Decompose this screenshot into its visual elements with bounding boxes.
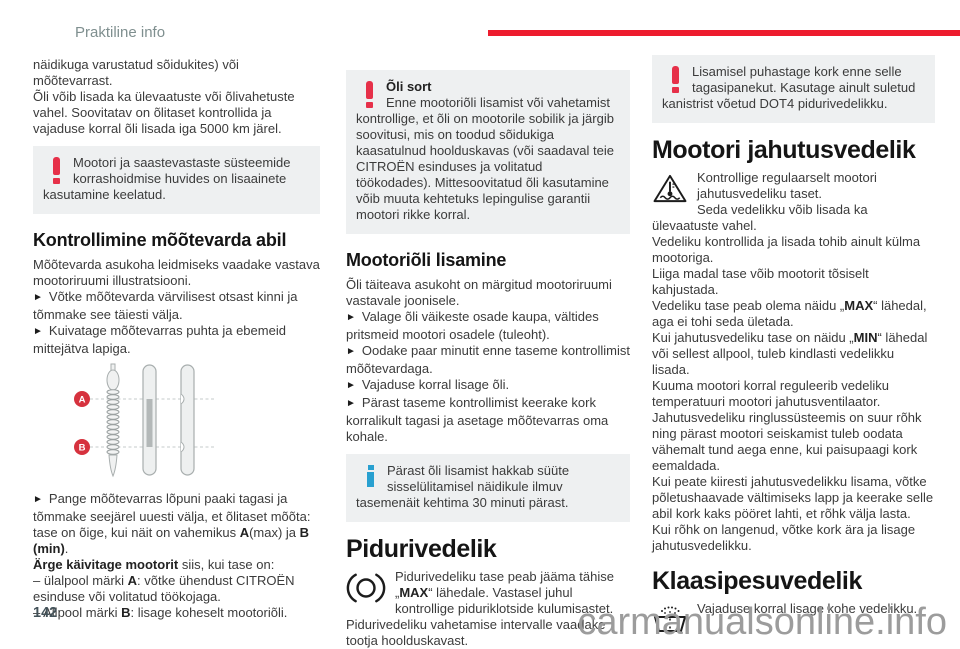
page-number: 142: [33, 605, 58, 621]
body-text-with-icon: Pidurivedeliku tase peab jääma tähise „M…: [346, 569, 630, 617]
body-text: Jahutusvedeliku ringlussüsteemis on suur…: [652, 410, 922, 473]
watermark: carmanualsonline.info: [577, 601, 947, 643]
body-text: Kuuma mootori korral reguleerib vedeliku…: [652, 378, 890, 409]
bullet-item: ► Valage õli väikeste osade kaupa, vältid…: [346, 309, 599, 342]
coolant-temperature-icon: [652, 173, 688, 208]
bullet-arrow-icon: ►: [33, 326, 43, 337]
body-text-with-icon: Vajaduse korral lisage kohe vedelikku.: [652, 601, 935, 632]
body-text: Kui jahutusvedeliku tase on näidu „MIN“ …: [652, 330, 928, 377]
body-text: Mõõtevarda asukoha leidmiseks vaadake va…: [33, 257, 320, 288]
warning-box: Mootori ja saastevastaste süsteemide kor…: [33, 146, 320, 214]
body-text: näidikuga varustatud sõidukites) või mõõ…: [33, 57, 239, 88]
bullet-item: ► Oodake paar minutit enne taseme kontrol…: [346, 343, 630, 376]
bullet-arrow-icon: ►: [346, 346, 356, 357]
exclamation-icon: [361, 81, 378, 111]
dash-item: – ülalpool märki A: võtke ühendust CITRO…: [33, 573, 295, 604]
body-text: Ärge käivitage mootorit siis, kui tase o…: [33, 557, 275, 572]
info-box: Pärast õli lisamist hakkab süüte sisselü…: [346, 454, 630, 522]
page-header-title: Praktiline info: [75, 24, 166, 41]
bullet-item: ► Pange mõõtevarras lõpuni paaki tagasi j…: [33, 491, 311, 556]
warning-text: Enne mootoriõli lisamist või vahetamist …: [356, 95, 615, 222]
bullet-item: ► Võtke mõõtevarda värvilisest otsast kin…: [33, 289, 320, 323]
column-middle: Õli sort Enne mootoriõli lisamist või va…: [346, 70, 630, 649]
exclamation-icon: [48, 157, 65, 187]
body-text: Kui peate kiiresti jahutusvedelikku lisa…: [652, 474, 934, 521]
column-left: näidikuga varustatud sõidukites) või mõõ…: [33, 57, 320, 621]
warning-box: Õli sort Enne mootoriõli lisamist või va…: [346, 70, 630, 234]
bullet-arrow-icon: ►: [346, 398, 356, 409]
body-text: Õli võib lisada ka ülevaatuste või õliva…: [33, 89, 295, 136]
exclamation-icon: [667, 66, 684, 96]
body-text: Vedeliku kontrollida ja lisada tohib ain…: [652, 234, 921, 265]
warning-box-title: Õli sort: [386, 79, 432, 94]
body-text: Liiga madal tase võib mootorit tõsiselt …: [652, 266, 869, 297]
bullet-arrow-icon: ►: [346, 312, 356, 323]
body-text-with-icon: Kontrollige regulaarselt mootori jahutus…: [652, 170, 935, 203]
info-text: Pärast õli lisamist hakkab süüte sisselü…: [356, 463, 570, 510]
bullet-text: Kuivatage mõõtevarras puhta ja ebemeid m…: [33, 323, 286, 356]
warning-box: Lisamisel puhastage kork enne selle taga…: [652, 55, 935, 123]
windscreen-washer-icon: [652, 604, 688, 638]
warning-text: Lisamisel puhastage kork enne selle taga…: [662, 64, 916, 111]
body-text: Vedeliku tase peab olema näidu „MAX“ läh…: [652, 298, 927, 329]
body-text: Kui rõhk on langenud, võtke kork ära ja …: [652, 522, 916, 553]
badge-b-icon: [74, 439, 90, 455]
section-heading: Kontrollimine mõõtevarda abil: [33, 230, 287, 250]
bullet-arrow-icon: ►: [346, 380, 356, 391]
bullet-arrow-icon: ►: [33, 494, 43, 505]
info-icon: [363, 465, 378, 495]
bullet-arrow-icon: ►: [33, 292, 43, 303]
bullet-item: ► Pärast taseme kontrollimist keerake kor…: [346, 395, 609, 444]
chapter-heading: Pidurivedelik: [346, 535, 497, 563]
body-text: Õli täiteava asukoht on märgitud mootori…: [346, 277, 612, 308]
body-text: Seda vedelikku võib lisada ka ülevaatust…: [652, 202, 868, 233]
bullet-item: ► Vajaduse korral lisage õli.: [346, 377, 510, 392]
chapter-heading: Klaasipesuvedelik: [652, 567, 862, 595]
badge-a-icon: [74, 391, 90, 407]
dash-item: – Allpool märki B: lisage koheselt mooto…: [33, 605, 288, 620]
warning-text: Mootori ja saastevastaste süsteemide kor…: [43, 155, 291, 202]
column-right: Lisamisel puhastage kork enne selle taga…: [652, 55, 935, 640]
section-heading: Mootoriõli lisamine: [346, 250, 507, 270]
badge-a-label: A: [79, 395, 86, 406]
accent-bar: [488, 30, 960, 36]
chapter-heading: Mootori jahutusvedelik: [652, 136, 916, 164]
bullet-item: ► Kuivatage mõõtevarras puhta ja ebemeid …: [33, 323, 320, 357]
bullet-text: Võtke mõõtevarda värvilisest otsast kinn…: [33, 289, 298, 322]
brake-fluid-icon: [346, 572, 386, 608]
badge-b-label: B: [79, 443, 86, 454]
dipstick-diagram-svg: A B: [74, 363, 215, 478]
dipstick-illustration: A B: [73, 363, 320, 483]
